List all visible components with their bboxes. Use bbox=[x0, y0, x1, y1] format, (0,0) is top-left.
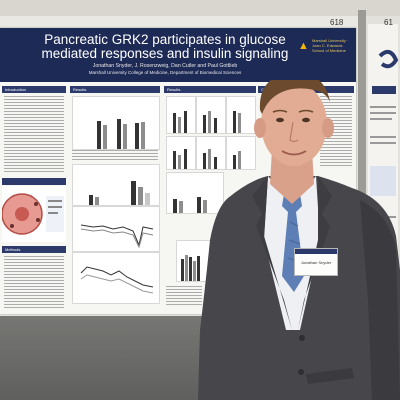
hair bbox=[259, 80, 330, 114]
left-eye bbox=[276, 117, 284, 123]
figure-bar bbox=[233, 111, 236, 133]
badge-header-stripe bbox=[295, 249, 337, 254]
figure-bar bbox=[203, 153, 206, 169]
section-title-methods: Methods bbox=[5, 247, 21, 252]
right-eye bbox=[302, 117, 310, 123]
section-bar-introduction: Introduction bbox=[2, 86, 66, 93]
results-panel-g bbox=[166, 172, 224, 214]
figure-bar bbox=[145, 193, 150, 205]
section-title-results-2: Results bbox=[167, 87, 181, 92]
section-bar-figure bbox=[2, 178, 66, 185]
figure-bar bbox=[173, 113, 176, 133]
figure-bar bbox=[238, 151, 241, 169]
figure-bar bbox=[97, 121, 101, 149]
figure-bar bbox=[138, 187, 143, 205]
figure-bar bbox=[184, 149, 187, 169]
section-title-results-1: Results bbox=[73, 87, 87, 92]
poster-affiliation: Marshall University College of Medicine,… bbox=[88, 70, 242, 75]
figure-bar bbox=[103, 125, 107, 149]
results-caption-a bbox=[72, 150, 158, 162]
figure-bar bbox=[95, 197, 99, 205]
figure-bar bbox=[214, 157, 217, 169]
figure-bar bbox=[178, 117, 181, 133]
figure-bar bbox=[123, 124, 127, 149]
figure-bar bbox=[135, 123, 139, 149]
name-badge: Jonathan Snyder bbox=[294, 248, 338, 276]
trace-plot-d bbox=[80, 266, 154, 294]
figure-bar bbox=[203, 115, 206, 133]
figure-bar bbox=[208, 111, 211, 133]
board-number: 618 bbox=[330, 18, 344, 27]
presenter bbox=[198, 80, 400, 400]
figure-bar bbox=[208, 149, 211, 169]
university-logo-text: Marshall University · Joan C. Edwards Sc… bbox=[312, 38, 349, 53]
left-eyebrow bbox=[272, 109, 288, 113]
results-panel-f2 bbox=[196, 136, 226, 170]
figure-bar bbox=[238, 113, 241, 133]
figure-bar bbox=[197, 197, 201, 213]
trace-plot-c bbox=[80, 224, 154, 249]
results-panel-a bbox=[72, 96, 160, 150]
figure-bar bbox=[173, 199, 177, 213]
face bbox=[261, 82, 327, 166]
results-panel-c bbox=[72, 206, 160, 252]
poster-authors: Jonathan Snyder, J. Rosenzweig, Dan Cutl… bbox=[92, 63, 238, 69]
introduction-text bbox=[4, 96, 64, 174]
figure-bar bbox=[189, 257, 192, 281]
left-ear bbox=[254, 118, 266, 138]
figure-bar bbox=[173, 151, 176, 169]
figure-bar bbox=[233, 155, 236, 169]
poster-title-line-2: mediated responses and insulin signaling bbox=[41, 46, 289, 61]
right-eyebrow bbox=[298, 109, 314, 113]
figure-bar bbox=[197, 256, 200, 281]
figure-bar bbox=[178, 155, 181, 169]
nose bbox=[289, 121, 299, 143]
poster-header bbox=[0, 28, 356, 82]
results-panel-d bbox=[72, 252, 160, 304]
figure-bar bbox=[141, 122, 145, 149]
poster-title: Pancreatic GRK2 participates in glucose … bbox=[40, 33, 290, 61]
results-panel-e3 bbox=[226, 96, 256, 134]
section-bar-methods: Methods bbox=[2, 246, 66, 253]
left-lapel bbox=[252, 176, 292, 330]
results-panel-e2 bbox=[196, 96, 226, 134]
results-panel-b bbox=[72, 164, 160, 206]
figure-bar bbox=[89, 195, 93, 205]
cell-diagram bbox=[1, 186, 66, 242]
figure-bar bbox=[214, 118, 217, 133]
islet-cell-illustration bbox=[1, 193, 64, 235]
board-frame bbox=[358, 10, 366, 320]
smile bbox=[281, 150, 307, 156]
adjacent-board-number: 61 bbox=[384, 18, 393, 27]
section-bar-results-2: Results bbox=[164, 86, 256, 93]
poster-title-line-1: Pancreatic GRK2 participates in glucose bbox=[44, 32, 286, 47]
jacket-shading bbox=[360, 200, 400, 400]
results-panel-e1 bbox=[166, 96, 196, 134]
section-bar-results-1: Results bbox=[70, 86, 160, 93]
university-logo-icon: ▲ bbox=[298, 40, 309, 52]
figure-bar bbox=[117, 119, 121, 149]
jacket-button bbox=[299, 335, 305, 341]
figure-bar bbox=[203, 200, 207, 213]
jacket-pocket bbox=[306, 368, 354, 384]
figure-bar bbox=[181, 259, 184, 281]
results-caption-h bbox=[166, 286, 202, 306]
figure-bar bbox=[179, 201, 183, 213]
results-panel-f1 bbox=[166, 136, 196, 170]
figure-bar bbox=[184, 111, 187, 133]
jacket-button bbox=[298, 369, 304, 375]
badge-name: Jonathan Snyder bbox=[300, 260, 332, 265]
right-lapel bbox=[298, 176, 332, 330]
results-panel-f3 bbox=[226, 136, 256, 170]
figure-bar bbox=[131, 181, 136, 205]
figure-bar bbox=[185, 255, 188, 281]
section-title-introduction: Introduction bbox=[5, 87, 26, 92]
methods-text bbox=[4, 256, 64, 308]
figure-bar bbox=[193, 261, 196, 281]
right-ear bbox=[322, 118, 334, 138]
